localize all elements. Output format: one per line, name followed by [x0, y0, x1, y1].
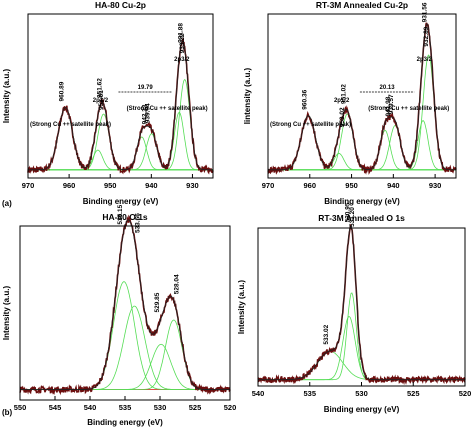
component-peak-4 [268, 125, 456, 171]
component-peak-2 [20, 343, 230, 390]
peak-label: 953.01 [98, 90, 105, 110]
x-tick-label: 545 [49, 403, 62, 412]
peak-label: 530.95 [345, 202, 352, 222]
component-peak-1 [20, 305, 230, 390]
component-peak-6 [268, 54, 456, 171]
panel-label-a: (a) [2, 199, 12, 208]
x-tick-label: 520 [459, 389, 472, 398]
splitting-value: 19.79 [138, 85, 154, 91]
component-peak-4 [28, 133, 213, 171]
peak-label: 953.02 [339, 107, 346, 127]
peak-label: 951.02 [340, 84, 347, 104]
x-tick-label: 970 [262, 181, 275, 190]
x-tick-label: 960 [304, 181, 317, 190]
chart-title: RT-3M Annealed Cu-2p [316, 0, 408, 10]
peak-label: 533.02 [323, 324, 330, 344]
x-tick-label: 940 [145, 181, 158, 190]
satellite-label-1: (Strong Cu ++ satellite peak) [270, 122, 351, 128]
x-tick-label: 530 [355, 389, 368, 398]
peak-label: 528.04 [174, 274, 181, 294]
satellite-label-1: (Strong Cu ++ satellite peak) [30, 122, 111, 128]
x-axis-label: Binding energy (eV) [83, 197, 159, 206]
data-series-line [19, 214, 231, 396]
chart-o-rt3m: RT-3M Annealed O 1s Binding energy (eV) In… [237, 202, 471, 414]
x-tick-label: 520 [224, 403, 237, 412]
peak-label: 931.56 [422, 2, 429, 22]
plot-frame [267, 13, 457, 179]
peak-label: 960.89 [58, 81, 65, 101]
chart-title: HA-80 O 1s [102, 212, 148, 222]
y-axis-label: Intensity (a.u.) [237, 280, 246, 335]
x-axis-label: Binding energy (eV) [87, 418, 163, 427]
splitting-value: 20.13 [380, 85, 396, 91]
x-tick-label: 930 [429, 181, 442, 190]
component-peak-0 [28, 107, 213, 171]
component-peak-0 [20, 281, 230, 390]
y-axis-label: Intensity (a.u.) [2, 69, 11, 124]
peak-label: 932.89 [423, 26, 430, 46]
x-tick-label: 525 [189, 403, 202, 412]
fit-envelope-line [20, 219, 230, 391]
label-2p-three-halves: 2p3/2 [174, 57, 190, 63]
x-tick-label: 540 [252, 389, 265, 398]
peak-label: 951.62 [97, 78, 104, 98]
chart-cu-ha80: HA-80 Cu-2p Binding energy (eV) Intensity … [2, 0, 214, 206]
component-peak-5 [268, 120, 456, 171]
chart-o-ha80: HA-80 O 1s Binding energy (eV) Intensity (… [2, 204, 236, 427]
x-tick-label: 960 [63, 181, 76, 190]
chart-title: RT-3M Annealed O 1s [318, 213, 405, 223]
x-tick-label: 950 [104, 181, 117, 190]
x-tick-label: 940 [387, 181, 400, 190]
satellite-label-2: (Strong Cu ++ satellite peak) [127, 106, 208, 112]
peak-label: 939.57 [388, 94, 395, 114]
peak-label: 535.15 [117, 204, 124, 224]
fit-envelope-line [28, 40, 213, 171]
x-tick-label: 530 [154, 403, 167, 412]
fit-envelope-line [268, 23, 456, 171]
peak-label: 529.85 [154, 292, 161, 312]
x-tick-label: 535 [303, 389, 316, 398]
peak-label: 942.33 [142, 104, 149, 124]
peak-label: 933.22 [179, 33, 186, 53]
x-axis-label: Binding energy (eV) [324, 405, 400, 414]
x-axis-label: Binding energy (eV) [324, 197, 400, 206]
plot-frame [19, 225, 231, 401]
chart-title: HA-80 Cu-2p [95, 0, 146, 10]
peak-label: 960.36 [301, 89, 308, 109]
label-2p-half: 2p1/2 [93, 98, 109, 104]
x-tick-label: 930 [186, 181, 199, 190]
peak-label: 931.88 [178, 23, 185, 43]
x-tick-label: 950 [345, 181, 358, 190]
peak-label: 939.94 [145, 103, 152, 123]
component-peak-2 [258, 292, 465, 381]
x-tick-label: 970 [22, 181, 35, 190]
peak-label: 533.66 [134, 213, 141, 233]
label-2p-three-halves: 2p3/2 [417, 57, 433, 63]
peak-label: 941.98 [385, 96, 392, 116]
x-tick-label: 535 [119, 403, 132, 412]
y-axis-label: Intensity (a.u.) [2, 286, 11, 341]
x-tick-label: 550 [14, 403, 27, 412]
peak-label: 531.20 [349, 207, 356, 227]
y-axis-label: Iintensity (a.u.) [243, 67, 252, 124]
plot-frame [27, 13, 214, 179]
chart-cu-rt3m: RT-3M Annealed Cu-2p Binding energy (eV) I… [243, 0, 457, 206]
component-peak-3 [20, 319, 230, 390]
x-tick-label: 540 [84, 403, 97, 412]
panel-label-b: (b) [2, 408, 13, 417]
label-2p-half: 2p1/2 [334, 98, 350, 104]
fit-envelope-line [258, 225, 465, 381]
satellite-label-2: (Strong Cu ++ satellite peak) [368, 106, 449, 112]
x-tick-label: 525 [407, 389, 420, 398]
